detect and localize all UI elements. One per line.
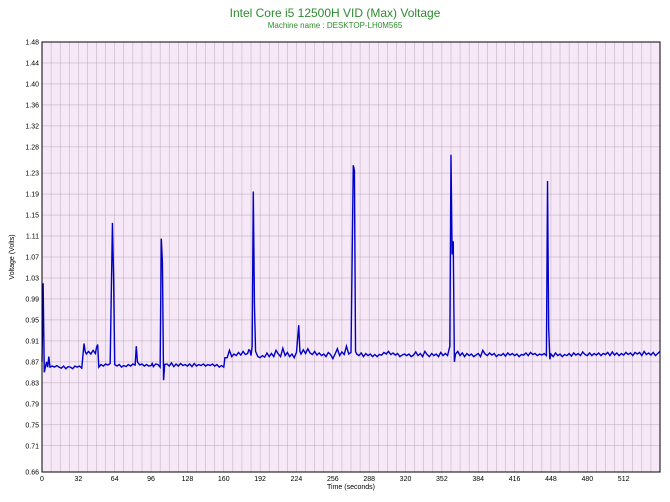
y-tick-label: 0.99 <box>25 296 39 303</box>
y-tick-label: 1.40 <box>25 81 39 88</box>
y-tick-label: 1.28 <box>25 144 39 151</box>
x-tick-label: 352 <box>436 476 448 483</box>
x-tick-label: 320 <box>400 476 412 483</box>
x-tick-label: 96 <box>147 476 155 483</box>
x-tick-label: 32 <box>74 476 82 483</box>
x-tick-label: 288 <box>363 476 375 483</box>
y-tick-label: 0.91 <box>25 338 39 345</box>
plot-frame <box>41 41 661 473</box>
x-tick-label: 480 <box>581 476 593 483</box>
y-tick-label: 1.48 <box>25 40 39 47</box>
y-tick-label: 1.07 <box>25 255 39 262</box>
series-line <box>41 154 661 381</box>
x-tick-label: 192 <box>254 476 266 483</box>
chart-title: Intel Core i5 12500H VID (Max) Voltage <box>229 6 441 20</box>
y-tick-label: 0.83 <box>25 380 39 387</box>
y-tick-label: 1.44 <box>25 60 39 67</box>
y-tick-label: 0.79 <box>25 401 39 408</box>
x-tick-label: 448 <box>545 476 557 483</box>
y-tick-label: 1.19 <box>25 192 39 199</box>
x-tick-label: 160 <box>218 476 230 483</box>
x-tick-label: 128 <box>182 476 194 483</box>
grid <box>42 42 660 472</box>
y-tick-label: 1.03 <box>25 275 39 282</box>
y-axis-label: Voltage (Volts) <box>9 234 16 279</box>
y-tick-label: 0.87 <box>25 359 39 366</box>
chart-subtitle: Machine name : DESKTOP-LH0M565 <box>267 21 403 30</box>
x-tick-label: 384 <box>472 476 484 483</box>
y-axis-ticks: 0.66 0.71 0.75 0.79 0.83 0.87 0.91 0.95 0.99 1.03… <box>25 40 39 477</box>
y-tick-label: 0.66 <box>25 470 39 477</box>
y-tick-label: 1.11 <box>26 234 39 241</box>
x-tick-label: 512 <box>618 476 630 483</box>
x-tick-label: 224 <box>291 476 303 483</box>
x-tick-label: 64 <box>111 476 119 483</box>
y-tick-label: 0.75 <box>25 422 39 429</box>
y-tick-label: 0.95 <box>25 317 39 324</box>
x-axis-ticks: 0 32 64 96 128 160 192 224 256 288 320 352 384 416 448… <box>40 476 630 483</box>
y-tick-label: 1.15 <box>25 213 39 220</box>
y-tick-label: 1.23 <box>25 171 39 178</box>
y-tick-label: 1.32 <box>25 123 39 130</box>
x-tick-label: 256 <box>327 476 339 483</box>
x-tick-label: 416 <box>509 476 521 483</box>
y-tick-label: 0.71 <box>25 443 39 450</box>
y-tick-label: 1.36 <box>25 102 39 109</box>
x-tick-label: 0 <box>40 476 44 483</box>
x-axis-label: Time (seconds) <box>327 484 375 491</box>
